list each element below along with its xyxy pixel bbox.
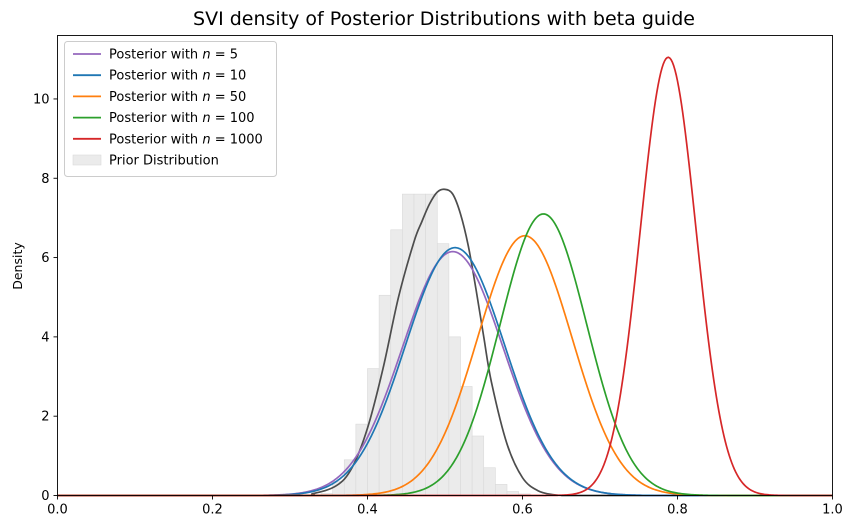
y-tick-label: 6 — [41, 251, 49, 266]
legend: Posterior with n = 5 Posterior with n = 1… — [64, 41, 277, 177]
y-tick-label: 4 — [41, 330, 49, 345]
plot-frame — [57, 35, 833, 496]
x-tick-label: 0.6 — [512, 503, 533, 518]
histogram-bar — [495, 484, 508, 496]
x-tick-label: 0.0 — [47, 503, 68, 518]
legend-label-2: Posterior with n = 50 — [109, 90, 246, 105]
histogram-bar — [448, 336, 461, 496]
histogram-bar — [471, 435, 485, 496]
x-tick-label: 0.2 — [202, 503, 223, 518]
legend-label-1: Posterior with n = 10 — [109, 69, 246, 84]
histogram-bar — [460, 386, 473, 496]
y-axis-label: Density — [10, 242, 25, 290]
legend-label-3: Posterior with n = 100 — [109, 111, 255, 126]
x-tick-label: 0.8 — [667, 503, 688, 518]
legend-label-4: Posterior with n = 1000 — [109, 132, 263, 147]
histogram-bar — [436, 243, 450, 496]
histogram-bar — [483, 467, 496, 496]
y-tick-label: 8 — [41, 172, 49, 187]
y-tick-label: 10 — [33, 92, 50, 107]
legend-label-prior: Prior Distribution — [109, 154, 219, 169]
chart-title: SVI density of Posterior Distributions w… — [193, 8, 695, 30]
x-tick-label: 1.0 — [822, 503, 843, 518]
axis-ticks: 0.0 0.2 0.4 0.6 0.8 1.0 0 2 4 6 8 10 — [33, 92, 843, 517]
histogram-bar — [413, 193, 426, 496]
y-tick-label: 0 — [41, 489, 49, 504]
legend-box — [64, 41, 277, 177]
x-tick-label: 0.4 — [357, 503, 378, 518]
legend-label-0: Posterior with n = 5 — [109, 48, 238, 63]
legend-patch-prior — [72, 154, 102, 166]
prior-kde-line — [57, 188, 833, 497]
y-tick-label: 2 — [41, 410, 49, 425]
